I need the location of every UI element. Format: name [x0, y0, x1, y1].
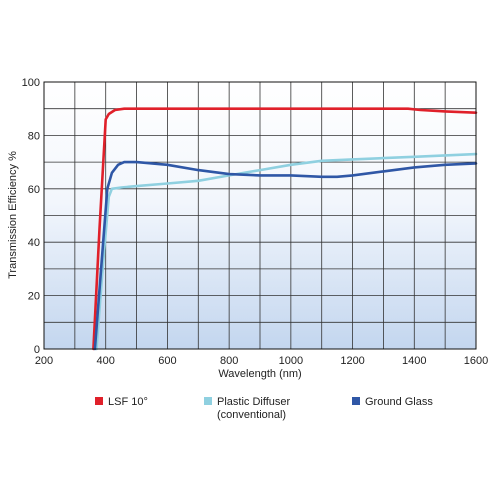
x-tick-label: 800 [220, 355, 238, 367]
x-tick-label: 200 [35, 355, 53, 367]
y-tick-label: 0 [34, 344, 40, 356]
series-line-ground-glass [93, 160, 478, 351]
y-tick-label: 20 [28, 291, 40, 303]
legend-label: (conventional) [217, 409, 286, 421]
legend-item-ground-glass: Ground Glass [352, 396, 433, 408]
legend-item-lsf-10: LSF 10° [95, 396, 148, 408]
y-tick-labels: 0 20 40 60 80 100 [22, 77, 40, 356]
legend-swatch [204, 397, 212, 405]
y-tick-label: 40 [28, 237, 40, 249]
x-tick-label: 600 [158, 355, 176, 367]
legend-label: Ground Glass [365, 396, 433, 408]
series-line-lsf-10 [92, 107, 478, 351]
y-axis-label: Transmission Efficiency % [7, 151, 19, 279]
legend-label: Plastic Diffuser [217, 396, 290, 408]
x-tick-labels: 200 400 600 800 1000 1200 1400 1600 [35, 355, 488, 367]
legend-swatch [95, 397, 103, 405]
y-tick-label: 100 [22, 77, 40, 89]
x-tick-label: 1600 [464, 355, 488, 367]
x-tick-label: 400 [97, 355, 115, 367]
legend-item-plastic-diffuser-conventional: Plastic Diffuser(conventional) [204, 396, 290, 421]
legend-label: LSF 10° [108, 396, 148, 408]
plot-frame [43, 81, 477, 350]
x-tick-label: 1000 [279, 355, 303, 367]
x-tick-label: 1200 [340, 355, 364, 367]
y-tick-label: 80 [28, 130, 40, 142]
x-axis-label: Wavelength (nm) [218, 368, 301, 380]
legend-swatch [352, 397, 360, 405]
x-tick-label: 1400 [402, 355, 426, 367]
legend: LSF 10° Plastic Diffuser(conventional) Gro… [95, 396, 433, 421]
y-tick-label: 60 [28, 184, 40, 196]
series-lines [92, 107, 478, 351]
